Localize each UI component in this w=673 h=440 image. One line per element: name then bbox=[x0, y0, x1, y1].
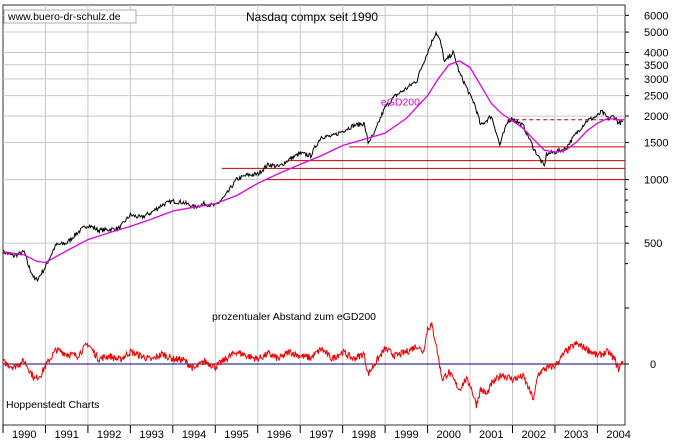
y-tick-label-3500: 3500 bbox=[644, 60, 668, 72]
y-tick-label-500: 500 bbox=[644, 238, 662, 250]
x-tick-label-1997: 1997 bbox=[309, 429, 333, 440]
x-tick-label-1998: 1998 bbox=[352, 429, 376, 440]
x-tick-label-2002: 2002 bbox=[521, 429, 545, 440]
x-tick-label-2000: 2000 bbox=[437, 429, 461, 440]
series-egd200-line bbox=[2, 60, 623, 264]
y-tick-label-6000: 6000 bbox=[644, 10, 668, 22]
x-tick-label-1992: 1992 bbox=[97, 429, 121, 440]
series-percent-distance-line bbox=[2, 322, 624, 409]
watermark-box bbox=[3, 9, 137, 24]
y-tick-label-2500: 2500 bbox=[644, 91, 668, 103]
x-tick-label-1994: 1994 bbox=[182, 429, 206, 440]
y-tick-label-2000: 2000 bbox=[644, 111, 668, 123]
y-tick-label-1500: 1500 bbox=[644, 137, 668, 149]
x-tick-label-1999: 1999 bbox=[394, 429, 418, 440]
y-tick-label-5000: 5000 bbox=[644, 27, 668, 39]
x-tick-label-1996: 1996 bbox=[267, 429, 291, 440]
y-tick-label-4000: 4000 bbox=[644, 48, 668, 60]
chart-title: Nasdaq compx seit 1990 bbox=[246, 10, 378, 24]
x-tick-label-2003: 2003 bbox=[564, 429, 588, 440]
watermark: www.buero-dr-schulz.de bbox=[7, 11, 121, 23]
y-tick-label-1000: 1000 bbox=[644, 175, 668, 187]
x-tick-label-2004: 2004 bbox=[606, 429, 630, 440]
lower-panel-label: prozentualer Abstand zum eGD200 bbox=[212, 311, 376, 323]
y-tick-label-3000: 3000 bbox=[644, 74, 668, 86]
reference-lines bbox=[221, 119, 625, 181]
source-label: Hoppenstedt Charts bbox=[6, 399, 99, 411]
x-tick-label-1991: 1991 bbox=[54, 429, 78, 440]
ema-label: eGD200 bbox=[381, 96, 420, 108]
x-tick-label-1993: 1993 bbox=[139, 429, 163, 440]
series-index-line bbox=[2, 30, 624, 283]
osc-y-tick-label-0: 0 bbox=[650, 359, 656, 371]
plot-frame bbox=[2, 4, 626, 426]
x-tick-label-1995: 1995 bbox=[224, 429, 248, 440]
x-tick-label-1990: 1990 bbox=[12, 429, 36, 440]
x-tick-label-2001: 2001 bbox=[479, 429, 503, 440]
